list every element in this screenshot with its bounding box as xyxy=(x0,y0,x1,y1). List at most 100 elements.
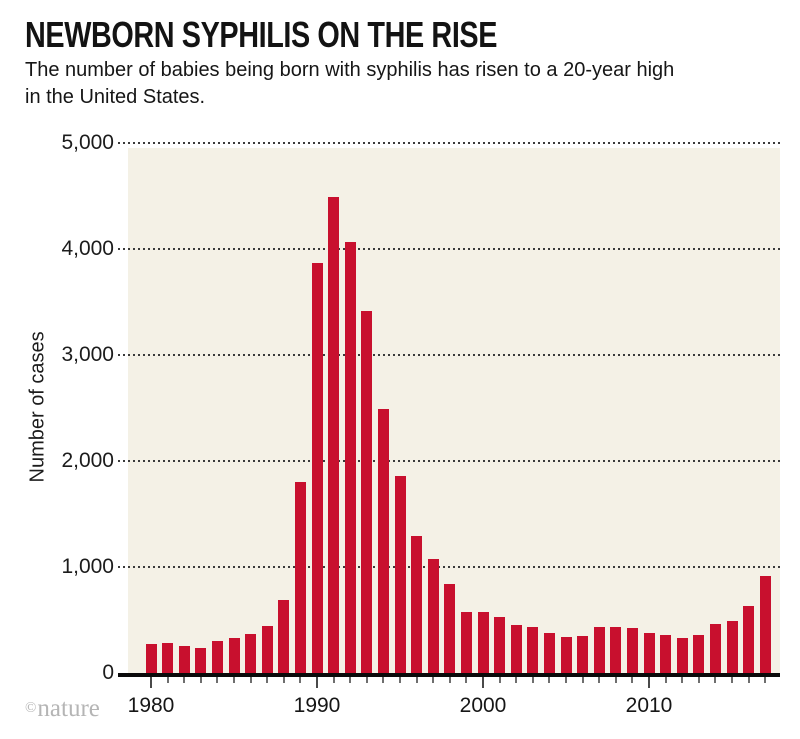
x-tick-1986 xyxy=(249,677,252,683)
bar-2016 xyxy=(743,606,755,673)
x-tick-label-2000: 2000 xyxy=(459,694,507,717)
bar-1985 xyxy=(228,638,240,673)
x-tick-2008 xyxy=(614,677,617,683)
x-tick-1994 xyxy=(382,677,385,683)
bar-1980 xyxy=(145,643,157,673)
y-tick-label-0: 0 xyxy=(102,661,114,684)
chart-subtitle-line-2: in the United States. xyxy=(25,86,206,108)
bar-1981 xyxy=(162,642,174,673)
x-tick-1988 xyxy=(282,677,285,683)
bar-1998 xyxy=(444,583,456,673)
y-tick-label-2000: 2,000 xyxy=(61,449,114,472)
x-tick-2017 xyxy=(764,677,767,683)
x-tick-label-1980: 1980 xyxy=(127,694,175,717)
x-tick-2015 xyxy=(731,677,733,683)
bar-2004 xyxy=(543,633,555,673)
bar-2000 xyxy=(477,611,489,673)
x-tick-1989 xyxy=(299,677,302,683)
y-tick-label-4000: 4,000 xyxy=(61,237,114,260)
x-tick-2004 xyxy=(548,677,551,683)
bar-2007 xyxy=(593,627,605,673)
x-tick-2002 xyxy=(515,677,518,683)
bar-2013 xyxy=(693,634,705,673)
bar-2006 xyxy=(577,636,589,673)
copyright-icon: © xyxy=(25,700,38,716)
x-tick-1980 xyxy=(150,677,152,688)
bar-1992 xyxy=(344,241,356,673)
bar-1993 xyxy=(361,311,373,673)
bar-2008 xyxy=(610,627,622,673)
x-tick-2010 xyxy=(648,677,650,688)
x-tick-2016 xyxy=(747,677,750,683)
x-tick-1985 xyxy=(233,677,235,683)
x-tick-1987 xyxy=(266,677,269,683)
x-tick-2003 xyxy=(531,677,534,683)
chart-subtitle-line-1: The number of babies being born with syp… xyxy=(25,59,675,81)
bar-2005 xyxy=(560,637,572,673)
x-tick-1991 xyxy=(332,677,335,683)
nature-logo-text: nature xyxy=(37,695,100,722)
x-tick-label-2010: 2010 xyxy=(625,694,673,717)
bar-2014 xyxy=(709,624,721,673)
bar-1995 xyxy=(394,475,406,673)
x-axis-line xyxy=(118,673,780,677)
bar-1999 xyxy=(460,611,472,673)
x-tick-1984 xyxy=(216,677,219,683)
gridline-5,000 xyxy=(118,142,780,144)
bar-2011 xyxy=(660,634,672,673)
bar-1983 xyxy=(195,647,207,673)
x-tick-1982 xyxy=(183,677,186,683)
bar-2003 xyxy=(527,627,539,673)
bar-2002 xyxy=(510,625,522,673)
x-tick-1998 xyxy=(448,677,451,683)
x-tick-1983 xyxy=(199,677,202,683)
y-tick-label-1000: 1,000 xyxy=(61,555,114,578)
x-tick-2013 xyxy=(697,677,700,683)
y-tick-label-5000: 5,000 xyxy=(61,131,114,154)
x-tick-label-1990: 1990 xyxy=(293,694,341,717)
bar-1990 xyxy=(311,263,323,673)
bar-2009 xyxy=(626,627,638,673)
bar-2010 xyxy=(643,633,655,673)
nature-logo: ©nature xyxy=(25,695,100,723)
bar-1994 xyxy=(377,409,389,673)
x-tick-2011 xyxy=(664,677,667,683)
x-tick-2005 xyxy=(565,677,567,683)
x-tick-2014 xyxy=(714,677,717,683)
bar-1986 xyxy=(245,634,257,673)
page-title: NEWBORN SYPHILIS ON THE RISE xyxy=(25,14,498,55)
bar-1982 xyxy=(178,645,190,673)
x-tick-1995 xyxy=(399,677,401,683)
x-tick-1992 xyxy=(349,677,352,683)
gridline-4,000 xyxy=(118,248,780,250)
bar-1991 xyxy=(328,197,340,673)
gridline-2,000 xyxy=(118,460,780,462)
x-tick-2009 xyxy=(631,677,634,683)
x-tick-1996 xyxy=(415,677,418,683)
x-tick-2006 xyxy=(581,677,584,683)
bar-1989 xyxy=(294,481,306,673)
bar-2015 xyxy=(726,620,738,673)
x-tick-1999 xyxy=(465,677,468,683)
x-tick-2007 xyxy=(598,677,601,683)
bar-1997 xyxy=(427,558,439,673)
bar-2017 xyxy=(759,575,771,673)
bars-layer xyxy=(0,148,800,673)
x-tick-2012 xyxy=(681,677,684,683)
bar-1988 xyxy=(278,599,290,673)
gridline-3,000 xyxy=(118,354,780,356)
bar-2001 xyxy=(494,616,506,673)
x-tick-1990 xyxy=(316,677,318,688)
bar-1987 xyxy=(261,625,273,673)
x-tick-1981 xyxy=(166,677,169,683)
x-tick-1993 xyxy=(365,677,368,683)
y-tick-label-3000: 3,000 xyxy=(61,343,114,366)
gridline-1,000 xyxy=(118,566,780,568)
x-tick-2001 xyxy=(498,677,501,683)
bar-1984 xyxy=(211,640,223,673)
bar-2012 xyxy=(676,637,688,673)
x-tick-1997 xyxy=(432,677,435,683)
bar-1996 xyxy=(411,536,423,673)
x-tick-2000 xyxy=(482,677,484,688)
